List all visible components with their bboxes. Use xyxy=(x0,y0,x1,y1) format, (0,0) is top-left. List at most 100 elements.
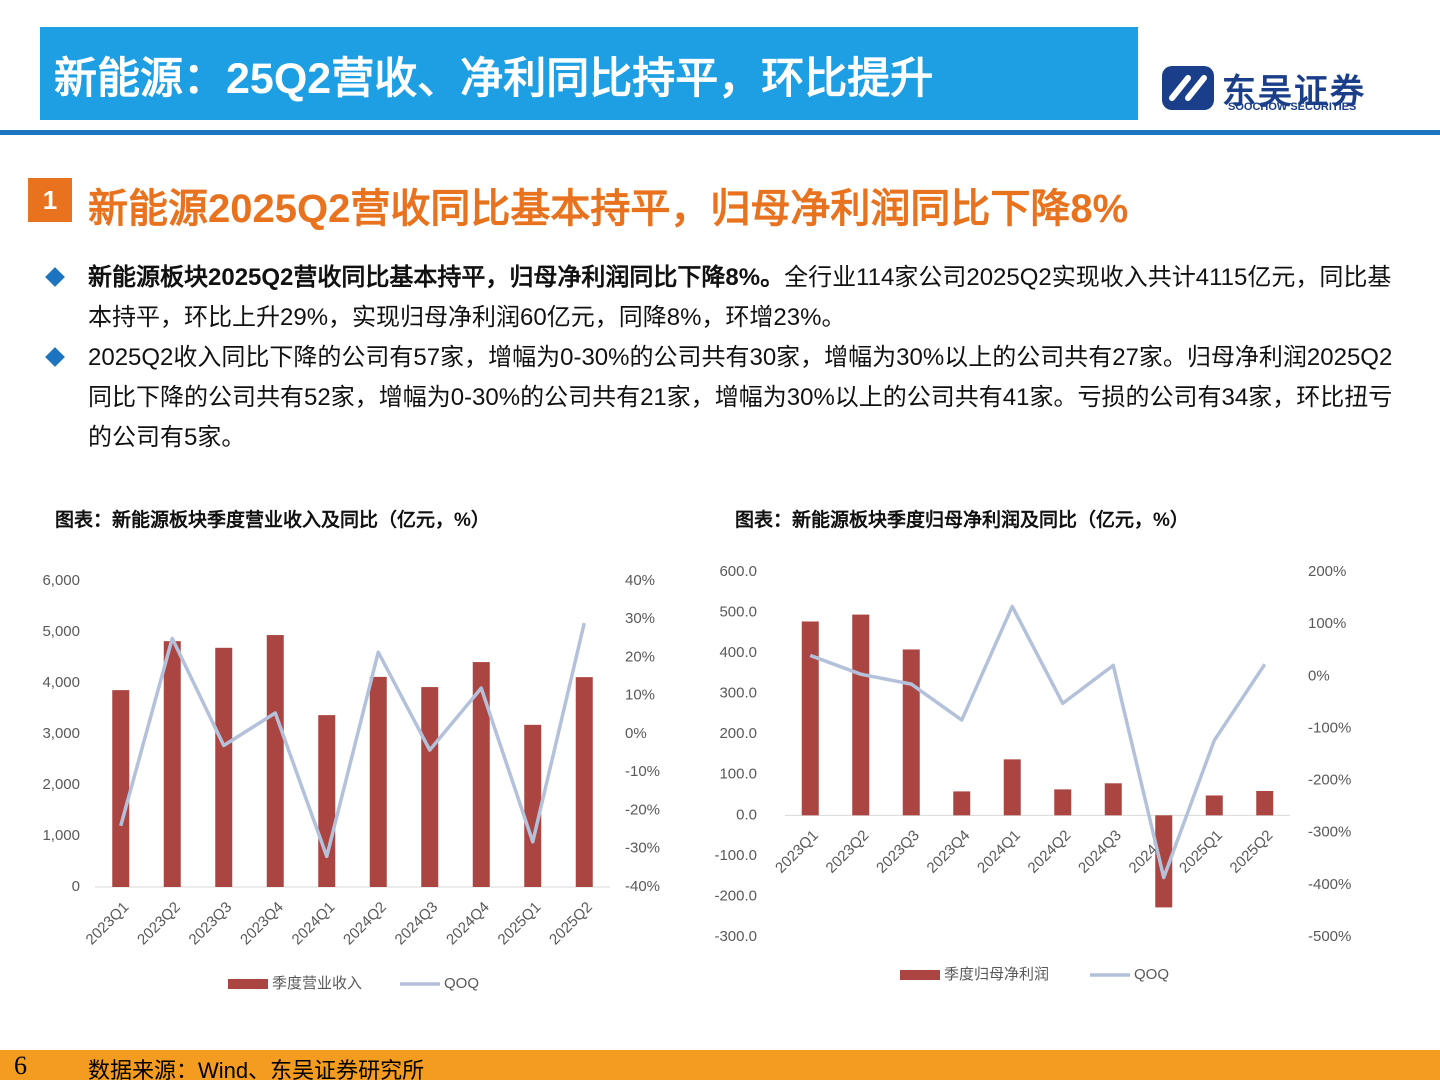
bar xyxy=(852,614,870,816)
x-tick-label: 2025Q2 xyxy=(1227,827,1277,877)
bullet: 新能源板块2025Q2营收同比基本持平，归母净利润同比下降8%。全行业114家公… xyxy=(88,258,1393,338)
x-tick-label: 2024Q2 xyxy=(340,899,390,949)
footer-bar xyxy=(0,1050,1440,1080)
legend-swatch xyxy=(228,979,268,989)
line xyxy=(119,622,586,859)
y-tick-label: 0.0 xyxy=(736,806,757,823)
y2-tick-label: -400% xyxy=(1308,876,1351,893)
y-tick-label: 200.0 xyxy=(719,725,757,742)
bar xyxy=(1205,795,1223,816)
bar xyxy=(1155,815,1173,908)
y2-tick-label: 100% xyxy=(1308,615,1346,632)
x-tick-label: 2024Q2 xyxy=(1025,827,1075,877)
x-tick-label: 2023Q1 xyxy=(772,827,822,877)
x-tick-label: 2025Q1 xyxy=(1176,827,1226,877)
y-tick-label: 600.0 xyxy=(719,563,757,580)
y-tick-label: 0 xyxy=(72,878,80,895)
y2-tick-label: -10% xyxy=(625,763,660,780)
y2-tick-label: -500% xyxy=(1308,928,1351,945)
header-bar xyxy=(40,27,1138,120)
bar xyxy=(318,715,336,887)
legend-label: 季度营业收入 xyxy=(272,975,362,992)
y2-tick-label: 200% xyxy=(1308,563,1346,580)
y2-tick-label: -100% xyxy=(1308,719,1351,736)
bullet-text: 全行业114家公司2025Q2实现收入共计4115亿元，同比基本持平，环比上升2… xyxy=(88,264,1392,331)
legend-label: QOQ xyxy=(1134,966,1169,983)
y2-tick-label: 0% xyxy=(625,725,647,742)
x-tick-label: 2025Q2 xyxy=(546,899,596,949)
logo-mark xyxy=(1162,66,1214,110)
x-tick-label: 2023Q1 xyxy=(83,899,133,949)
bullet-text: 2025Q2收入同比下降的公司有57家，增幅为0-30%的公司共有30家，增幅为… xyxy=(88,344,1393,451)
y2-tick-label: -40% xyxy=(625,878,660,895)
bar xyxy=(801,621,819,816)
logo-en: SOOCHOW SECURITIES xyxy=(1228,101,1357,113)
bar xyxy=(1003,759,1021,816)
page-number: 6 xyxy=(14,1051,27,1080)
bar xyxy=(1104,783,1122,816)
y-tick-label: 100.0 xyxy=(719,766,757,783)
y-tick-label: 4,000 xyxy=(42,674,80,691)
bullet: 2025Q2收入同比下降的公司有57家，增幅为0-30%的公司共有30家，增幅为… xyxy=(88,338,1393,458)
bar xyxy=(953,791,971,816)
header-title: 新能源：25Q2营收、净利同比持平，环比提升 xyxy=(54,55,934,103)
y2-tick-label: -200% xyxy=(1308,772,1351,789)
source: 数据来源：Wind、东吴证券研究所 xyxy=(88,1058,425,1080)
x-tick-label: 2024Q4 xyxy=(443,899,493,949)
y2-tick-label: 10% xyxy=(625,687,655,704)
y-tick-label: 3,000 xyxy=(42,725,80,742)
legend-label: QOQ xyxy=(444,975,479,992)
x-tick-label: 2024Q3 xyxy=(1075,827,1125,877)
y2-tick-label: 20% xyxy=(625,648,655,665)
bar xyxy=(902,649,920,816)
bar xyxy=(575,677,593,887)
chart-title: 图表：新能源板块季度营业收入及同比（亿元，%） xyxy=(55,508,490,531)
y2-tick-label: -30% xyxy=(625,840,660,857)
y2-tick-label: -20% xyxy=(625,801,660,818)
x-tick-label: 2024Q1 xyxy=(974,827,1024,877)
section-number: 1 xyxy=(28,178,72,222)
y-tick-label: 6,000 xyxy=(42,572,80,589)
bar xyxy=(369,676,387,887)
header-rule xyxy=(0,130,1440,135)
x-tick-label: 2025Q1 xyxy=(495,899,545,949)
legend-label: 季度归母净利润 xyxy=(944,966,1049,983)
charts: 图表：新能源板块季度营业收入及同比（亿元，%） 0 1,000 2,000 3,000 4… xyxy=(42,508,1351,992)
bar xyxy=(112,690,130,887)
bar xyxy=(1054,789,1072,816)
bullet-bold: 新能源板块2025Q2营收同比基本持平，归母净利润同比下降8%。 xyxy=(88,264,785,291)
bar xyxy=(472,662,490,887)
y-tick-label: 400.0 xyxy=(719,644,757,661)
y-tick-label: 2,000 xyxy=(42,776,80,793)
x-tick-label: 2023Q4 xyxy=(924,827,974,877)
x-tick-label: 2023Q3 xyxy=(873,827,923,877)
section-title: 新能源2025Q2营收同比基本持平，归母净利润同比下降8% xyxy=(88,187,1129,231)
y2-tick-label: 0% xyxy=(1308,667,1330,684)
y-tick-label: 300.0 xyxy=(719,685,757,702)
line xyxy=(809,604,1267,880)
bar xyxy=(421,687,439,887)
x-tick-label: 2023Q4 xyxy=(237,899,287,949)
x-tick-label: 2024Q1 xyxy=(289,899,339,949)
bar xyxy=(1256,791,1274,816)
y-tick-label: 500.0 xyxy=(719,604,757,621)
bar xyxy=(524,724,542,887)
y-tick-label: -100.0 xyxy=(714,847,757,864)
y-tick-label: 5,000 xyxy=(42,623,80,640)
y2-tick-label: 40% xyxy=(625,572,655,589)
y-tick-label: -300.0 xyxy=(714,928,757,945)
legend-swatch xyxy=(900,970,940,980)
x-tick-label: 2023Q2 xyxy=(823,827,873,877)
x-tick-label: 2024Q3 xyxy=(392,899,442,949)
bar xyxy=(215,647,233,887)
y2-tick-label: 30% xyxy=(625,610,655,627)
y-tick-label: -200.0 xyxy=(714,887,757,904)
y2-tick-label: -300% xyxy=(1308,824,1351,841)
x-tick-label: 2023Q2 xyxy=(134,899,184,949)
x-tick-label: 2023Q3 xyxy=(186,899,236,949)
bar xyxy=(163,641,181,887)
logo-name: 东吴证券 xyxy=(1222,73,1366,111)
chart-title: 图表：新能源板块季度归母净利润及同比（亿元，%） xyxy=(735,508,1189,531)
bar xyxy=(266,635,284,887)
